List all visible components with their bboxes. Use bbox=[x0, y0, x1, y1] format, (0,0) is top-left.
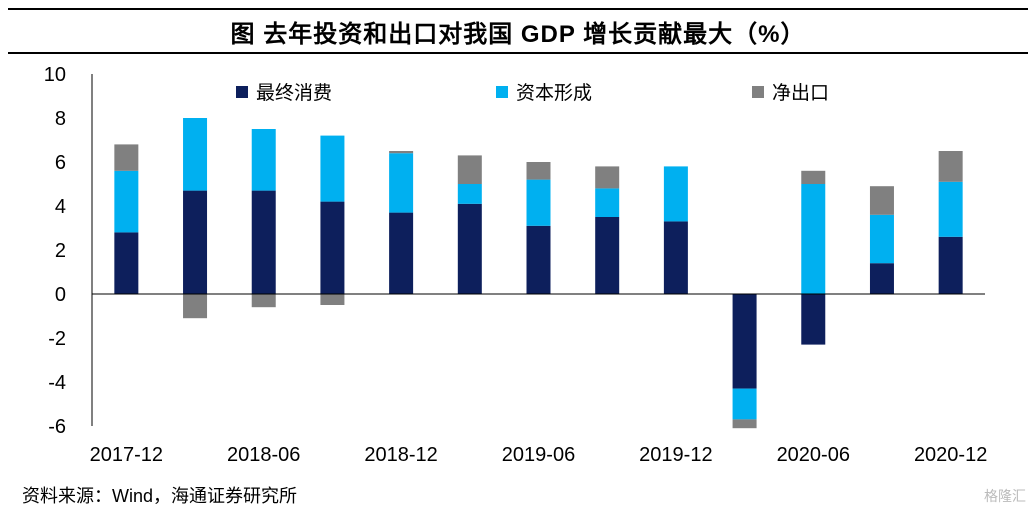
x-tick-label-2018-06: 2018-06 bbox=[227, 444, 300, 466]
bar-2019-09-series-1 bbox=[595, 188, 620, 217]
legend-label-1: 资本形成 bbox=[516, 82, 592, 104]
bar-2019-06-series-0 bbox=[526, 225, 551, 294]
x-tick-label-2020-12: 2020-12 bbox=[914, 444, 987, 466]
y-tick-label-6: 6 bbox=[55, 152, 66, 174]
chart-title: 图 去年投资和出口对我国 GDP 增长贡献最大（%） bbox=[230, 20, 806, 48]
legend-swatch-2 bbox=[752, 86, 764, 98]
bar-2018-09-series-2 bbox=[320, 294, 345, 305]
bar-2019-03-series-2 bbox=[457, 155, 482, 184]
legend-label-2: 净出口 bbox=[772, 82, 829, 104]
x-tick-label-2017-12: 2017-12 bbox=[90, 444, 163, 466]
bar-2017-12-series-2 bbox=[114, 144, 139, 171]
source-note: 资料来源：Wind，海通证券研究所 bbox=[22, 486, 298, 506]
x-tick-label-2020-06: 2020-06 bbox=[777, 444, 850, 466]
y-tick-label-4: 4 bbox=[55, 196, 66, 218]
bar-2020-03-series-1 bbox=[732, 388, 757, 420]
bar-2018-06-series-0 bbox=[251, 190, 276, 294]
chart-title-bar: 图 去年投资和出口对我国 GDP 增长贡献最大（%） bbox=[8, 8, 1028, 54]
stacked-bar-chart: 10 8 6 4 2 0 -2 -4 -6 2017-12 2018-06 2018-12 2019-0… bbox=[44, 64, 988, 466]
bar-2019-12-series-1 bbox=[663, 166, 688, 222]
bar-2019-03-series-0 bbox=[457, 203, 482, 294]
bar-2020-06-series-0 bbox=[801, 294, 826, 345]
bar-2020-12-series-2 bbox=[938, 151, 963, 182]
y-tick-label--2: -2 bbox=[48, 328, 66, 350]
legend-label-0: 最终消费 bbox=[256, 82, 332, 104]
bar-2020-12-series-0 bbox=[938, 236, 963, 294]
bar-2020-03-series-0 bbox=[732, 294, 757, 389]
bar-2018-06-series-2 bbox=[251, 294, 276, 308]
bar-2019-06-series-1 bbox=[526, 179, 551, 226]
watermark: 格隆汇 bbox=[984, 488, 1026, 504]
bar-2018-12-series-1 bbox=[389, 153, 414, 213]
bar-2019-09-series-2 bbox=[595, 166, 620, 189]
bar-2020-09-series-1 bbox=[869, 214, 894, 264]
bar-2020-03-series-2 bbox=[732, 419, 757, 429]
bar-2017-12-series-1 bbox=[114, 170, 139, 233]
bar-2017-12-series-0 bbox=[114, 232, 139, 294]
bar-2019-06-series-2 bbox=[526, 162, 551, 180]
bar-2018-03-series-0 bbox=[183, 190, 208, 294]
y-tick-label-10: 10 bbox=[44, 64, 66, 86]
legend-swatch-0 bbox=[236, 86, 248, 98]
bar-2019-03-series-1 bbox=[457, 184, 482, 204]
y-tick-label--6: -6 bbox=[48, 416, 66, 438]
bar-2020-06-series-1 bbox=[801, 184, 826, 294]
y-tick-label-2: 2 bbox=[55, 240, 66, 262]
bar-2020-09-series-0 bbox=[869, 263, 894, 294]
x-tick-label-2019-12: 2019-12 bbox=[639, 444, 712, 466]
bar-2018-12-series-2 bbox=[389, 151, 414, 154]
bar-2018-12-series-0 bbox=[389, 212, 414, 294]
y-tick-label-8: 8 bbox=[55, 108, 66, 130]
bar-2019-12-series-0 bbox=[663, 221, 688, 294]
y-tick-label--4: -4 bbox=[48, 372, 66, 394]
bar-2019-09-series-0 bbox=[595, 217, 620, 294]
legend-swatch-1 bbox=[496, 86, 508, 98]
bar-2018-09-series-1 bbox=[320, 135, 345, 202]
x-tick-label-2018-12: 2018-12 bbox=[364, 444, 437, 466]
bar-2018-03-series-1 bbox=[183, 118, 208, 191]
y-tick-label-0: 0 bbox=[55, 284, 66, 306]
bar-2020-09-series-2 bbox=[869, 186, 894, 215]
bar-2018-09-series-0 bbox=[320, 201, 345, 294]
bar-2020-12-series-1 bbox=[938, 181, 963, 237]
x-tick-label-2019-06: 2019-06 bbox=[502, 444, 575, 466]
bar-2020-06-series-2 bbox=[801, 170, 826, 184]
bar-2018-03-series-2 bbox=[183, 294, 208, 319]
bar-2018-06-series-1 bbox=[251, 129, 276, 191]
